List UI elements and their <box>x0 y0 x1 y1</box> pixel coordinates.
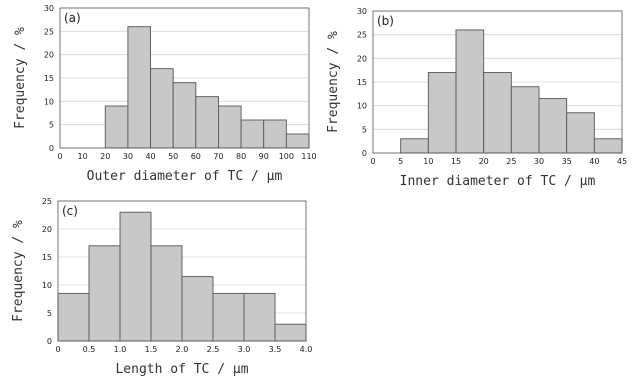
y-tick-label-a-5: 25 <box>44 27 54 36</box>
x-tick-label-c-5: 2.5 <box>207 345 220 354</box>
x-axis-title-b: Inner diameter of TC / μm <box>400 174 596 189</box>
chart-panel-b: 0 5 10 15 20 25 30 0 5 10 15 20 25 30 35 40 45 (b) Inner d… <box>326 7 627 189</box>
x-tick-label-b-3: 15 <box>451 157 461 166</box>
y-tick-label-c-5: 25 <box>42 197 52 206</box>
chart-panel-c: 0 5 10 15 20 25 0 0.5 1.0 1.5 2.0 2.5 3.0 3.5 4.0 (c) Le… <box>11 197 312 377</box>
bar-b-4 <box>510 86 540 154</box>
x-tick-label-a-10: 100 <box>279 152 294 161</box>
y-tick-label-a-2: 10 <box>44 97 54 106</box>
bar-c-4 <box>181 276 214 342</box>
bar-c-5 <box>212 292 245 342</box>
bar-a-5 <box>218 105 242 149</box>
y-tick-label-c-1: 5 <box>47 309 52 318</box>
bar-b-3 <box>483 72 512 154</box>
x-tick-label-a-7: 70 <box>213 152 223 161</box>
x-tick-label-a-5: 50 <box>168 152 178 161</box>
plot-frame-b <box>372 10 623 154</box>
plot-frame-c <box>57 200 307 342</box>
panel-label-a: (a) <box>64 11 81 25</box>
x-tick-label-b-6: 30 <box>534 157 544 166</box>
x-tick-label-b-5: 25 <box>506 157 516 166</box>
panel-label-c: (c) <box>62 204 78 218</box>
bar-a-3 <box>172 82 197 149</box>
bar-c-3 <box>150 245 183 342</box>
y-axis-title-b: Frequency / % <box>326 31 341 133</box>
y-tick-label-b-4: 20 <box>357 54 367 63</box>
x-tick-label-c-7: 3.5 <box>269 345 282 354</box>
bar-a-0 <box>104 105 129 149</box>
x-tick-label-a-2: 20 <box>100 152 110 161</box>
x-tick-label-a-1: 10 <box>78 152 88 161</box>
y-axis-title-a: Frequency / % <box>13 27 28 129</box>
x-tick-label-c-1: 0.5 <box>83 345 96 354</box>
x-tick-label-c-3: 1.5 <box>145 345 158 354</box>
bar-a-7 <box>263 119 287 149</box>
y-tick-label-c-3: 15 <box>42 253 52 262</box>
y-tick-label-b-3: 15 <box>357 78 367 87</box>
x-tick-label-b-9: 45 <box>617 157 627 166</box>
y-tick-label-b-6: 30 <box>357 7 367 16</box>
y-tick-label-a-3: 15 <box>44 74 54 83</box>
y-tick-label-b-2: 10 <box>357 102 367 111</box>
x-tick-label-a-0: 0 <box>57 152 62 161</box>
x-tick-label-a-3: 30 <box>123 152 133 161</box>
bar-b-7 <box>593 138 623 154</box>
bar-a-4 <box>195 96 219 149</box>
x-tick-label-b-1: 5 <box>398 157 403 166</box>
x-tick-label-c-2: 1.0 <box>114 345 127 354</box>
y-tick-label-b-5: 25 <box>357 31 367 40</box>
bar-a-2 <box>150 68 174 149</box>
y-axis-title-c: Frequency / % <box>11 220 26 322</box>
bar-b-0 <box>400 138 429 154</box>
y-tick-label-b-0: 0 <box>362 149 367 158</box>
bar-b-5 <box>538 98 568 154</box>
x-tick-label-c-4: 2.0 <box>176 345 189 354</box>
plot-frame-a <box>59 7 310 149</box>
bar-b-2 <box>455 29 485 154</box>
x-tick-label-b-0: 0 <box>370 157 375 166</box>
bar-c-1 <box>88 245 121 342</box>
y-tick-label-a-6: 30 <box>44 4 54 13</box>
x-axis-title-c: Length of TC / μm <box>115 362 248 377</box>
y-tick-label-b-1: 5 <box>362 125 367 134</box>
y-tick-label-a-0: 0 <box>49 144 54 153</box>
x-tick-label-a-8: 80 <box>236 152 246 161</box>
y-tick-label-a-4: 20 <box>44 51 54 60</box>
y-tick-label-c-4: 20 <box>42 225 52 234</box>
x-tick-label-b-2: 10 <box>423 157 433 166</box>
x-tick-label-b-7: 35 <box>562 157 572 166</box>
x-tick-label-b-4: 20 <box>479 157 489 166</box>
y-tick-label-c-2: 10 <box>42 281 52 290</box>
bar-a-6 <box>240 119 265 149</box>
x-tick-label-c-8: 4.0 <box>300 345 313 354</box>
y-tick-label-c-0: 0 <box>47 337 52 346</box>
bar-b-1 <box>427 72 457 154</box>
bar-b-6 <box>566 112 595 154</box>
bar-c-2 <box>119 211 152 342</box>
chart-panel-a: 0 5 10 15 20 25 30 0 10 20 30 40 50 60 70 80 90 100 110 (a)… <box>13 4 317 184</box>
bar-c-7 <box>274 323 307 342</box>
x-tick-label-b-8: 40 <box>589 157 599 166</box>
panel-label-b: (b) <box>377 14 394 28</box>
x-tick-label-a-11: 110 <box>301 152 316 161</box>
bar-a-1 <box>127 26 151 149</box>
bar-c-6 <box>243 292 276 342</box>
x-tick-label-a-6: 60 <box>191 152 201 161</box>
bar-a-8 <box>285 133 310 149</box>
x-tick-label-c-0: 0 <box>55 345 60 354</box>
x-axis-title-a: Outer diameter of TC / μm <box>87 169 283 184</box>
bar-c-0 <box>57 292 90 342</box>
x-tick-label-a-4: 40 <box>145 152 155 161</box>
y-tick-label-a-1: 5 <box>49 121 54 130</box>
x-tick-label-c-6: 3.0 <box>238 345 251 354</box>
x-tick-label-a-9: 90 <box>259 152 269 161</box>
